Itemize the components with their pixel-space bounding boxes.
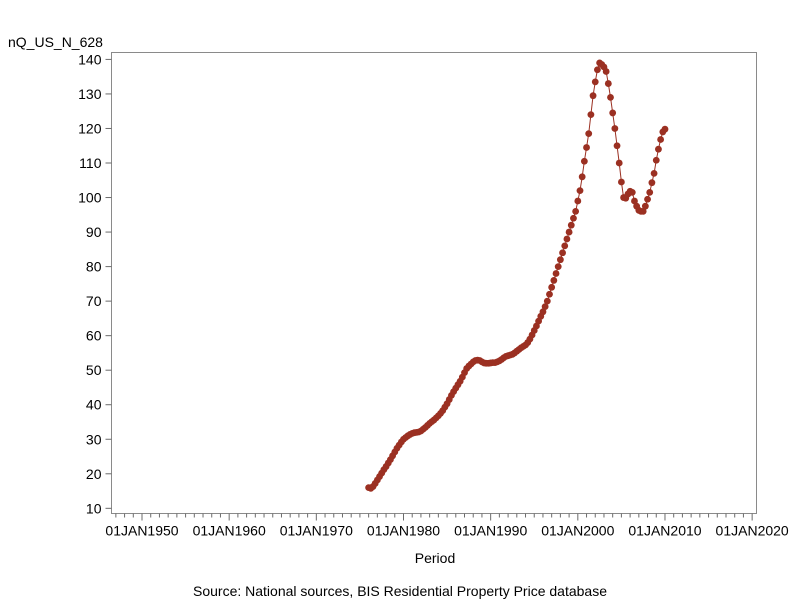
data-point-marker bbox=[563, 235, 571, 243]
data-point-marker bbox=[574, 197, 582, 205]
data-point-marker bbox=[572, 207, 580, 215]
data-point-marker bbox=[641, 202, 649, 210]
data-point-marker bbox=[550, 277, 558, 284]
data-point-marker bbox=[578, 173, 586, 181]
data-point-marker bbox=[657, 136, 665, 143]
y-tick-label: 10 bbox=[86, 500, 102, 516]
y-tick-label: 140 bbox=[78, 51, 102, 67]
data-point-marker bbox=[539, 308, 547, 316]
y-tick-label: 110 bbox=[79, 155, 102, 171]
data-point-marker bbox=[644, 195, 651, 203]
series-line bbox=[368, 62, 666, 489]
data-point-marker bbox=[552, 270, 560, 277]
data-point-marker bbox=[583, 144, 590, 151]
y-axis: 10 20 30 40 50 60 70 80 90 100 110 120 130 140 bbox=[78, 51, 112, 516]
y-tick-label: 50 bbox=[86, 362, 102, 378]
data-point-marker bbox=[556, 256, 564, 264]
data-point-marker bbox=[559, 249, 566, 257]
x-tick-label: 01JAN2020 bbox=[716, 523, 789, 539]
data-point-marker bbox=[650, 169, 658, 177]
data-point-marker bbox=[567, 221, 575, 229]
series-layer bbox=[365, 59, 669, 492]
x-axis: 01JAN1950 01JAN1960 01JAN1970 01JAN1980 01JA… bbox=[105, 513, 789, 539]
y-tick-label: 100 bbox=[78, 190, 102, 206]
data-point-marker bbox=[565, 228, 573, 236]
y-tick-label: 60 bbox=[86, 328, 102, 344]
data-point-marker bbox=[628, 188, 636, 196]
data-point-marker bbox=[548, 283, 556, 291]
data-point-marker bbox=[648, 179, 656, 187]
source-footnote: Source: National sources, BIS Residentia… bbox=[193, 583, 607, 599]
data-point-marker bbox=[543, 297, 551, 305]
y-tick-label: 70 bbox=[86, 293, 102, 309]
x-tick-label: 01JAN1980 bbox=[367, 523, 440, 539]
x-tick-label: 01JAN1960 bbox=[193, 523, 266, 539]
data-point-marker bbox=[587, 111, 595, 119]
data-point-marker bbox=[615, 159, 623, 167]
y-tick-label: 30 bbox=[86, 431, 102, 447]
x-tick-label: 01JAN1970 bbox=[280, 523, 353, 539]
data-point-marker bbox=[655, 145, 662, 153]
data-point-marker bbox=[576, 187, 584, 195]
y-tick-label: 40 bbox=[86, 397, 102, 413]
x-axis-title: Period bbox=[415, 550, 455, 566]
data-point-marker bbox=[546, 290, 553, 298]
data-point-marker bbox=[607, 93, 614, 101]
data-point-marker bbox=[613, 142, 621, 150]
data-point-marker bbox=[580, 157, 588, 165]
data-point-marker bbox=[594, 66, 601, 74]
y-tick-label: 120 bbox=[78, 120, 102, 136]
data-point-marker bbox=[609, 109, 617, 117]
data-point-marker bbox=[570, 214, 577, 222]
data-point-marker bbox=[602, 68, 610, 75]
data-point-marker bbox=[561, 242, 569, 250]
data-point-marker bbox=[652, 156, 660, 164]
data-point-marker bbox=[591, 78, 599, 86]
data-point-marker bbox=[617, 178, 625, 186]
y-axis-title: nQ_US_N_628 bbox=[8, 34, 103, 50]
y-tick-label: 130 bbox=[78, 86, 102, 102]
data-point-marker bbox=[585, 130, 593, 138]
plot-frame bbox=[111, 52, 757, 514]
data-point-marker bbox=[646, 188, 654, 196]
x-tick-label: 01JAN1950 bbox=[105, 523, 178, 539]
x-tick-label: 01JAN2000 bbox=[541, 523, 614, 539]
data-point-marker bbox=[604, 80, 612, 87]
data-point-marker bbox=[639, 207, 647, 215]
data-point-marker bbox=[589, 92, 597, 100]
y-tick-label: 20 bbox=[86, 466, 102, 482]
data-point-marker bbox=[611, 125, 619, 132]
data-point-marker bbox=[554, 263, 562, 270]
data-point-marker bbox=[661, 125, 669, 133]
data-point-marker bbox=[631, 197, 638, 205]
y-tick-label: 90 bbox=[86, 224, 102, 240]
x-tick-label: 01JAN2010 bbox=[628, 523, 701, 539]
y-tick-label: 80 bbox=[86, 259, 102, 275]
x-tick-label: 01JAN1990 bbox=[454, 523, 527, 539]
data-point-marker bbox=[541, 303, 549, 311]
